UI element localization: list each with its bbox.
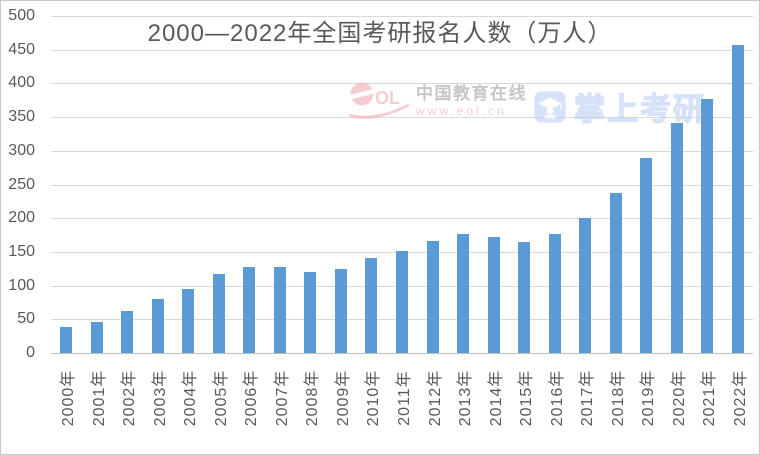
- graduation-cap-icon: [534, 91, 566, 122]
- bar-2005年: [212, 274, 225, 353]
- x-axis-line: [51, 353, 753, 354]
- x-tick-label: 2015年: [518, 369, 536, 427]
- x-tick-label: 2022年: [731, 369, 749, 427]
- x-tick-label: 2003年: [151, 369, 169, 427]
- gridline: [51, 117, 753, 119]
- eol-logo-icon: OL: [349, 82, 409, 119]
- bar-2003年: [151, 299, 164, 353]
- y-tick-label: 500: [8, 7, 35, 24]
- x-tick-label: 2000年: [60, 369, 78, 427]
- bar-2004年: [182, 289, 195, 353]
- y-tick-label: 350: [8, 108, 35, 126]
- x-tick-label: 2014年: [487, 369, 505, 427]
- bar-2022年: [731, 44, 744, 353]
- bar-2011年: [396, 251, 408, 353]
- gridline: [51, 49, 753, 51]
- x-tick-label: 2018年: [609, 369, 627, 427]
- bar-2012年: [426, 241, 439, 353]
- bar-2015年: [518, 241, 531, 353]
- plot-area: [51, 16, 753, 354]
- x-tick-label: 2004年: [182, 369, 200, 427]
- x-tick-label: 2002年: [121, 369, 139, 427]
- bar-2021年: [701, 98, 714, 353]
- gridline: [51, 150, 753, 152]
- gridline: [51, 218, 753, 220]
- bar-2019年: [640, 157, 653, 353]
- bar-2020年: [670, 123, 683, 353]
- x-tick-label: 2007年: [273, 369, 291, 427]
- x-tick-label: 2001年: [90, 369, 108, 427]
- x-tick-label: 2012年: [426, 369, 444, 427]
- y-tick-label: 300: [8, 141, 35, 159]
- eol-site-url: www.eol.cn: [416, 104, 507, 119]
- x-tick-label: 2021年: [701, 369, 719, 427]
- y-tick-label: 200: [8, 209, 35, 227]
- x-tick-label: 2005年: [212, 369, 230, 427]
- y-tick-label: 250: [8, 175, 35, 193]
- x-tick-label: 2011年: [396, 370, 413, 426]
- x-tick-label: 2019年: [640, 369, 658, 427]
- bar-2008年: [304, 272, 317, 353]
- bar-2000年: [60, 326, 73, 353]
- bar-2006年: [243, 267, 256, 353]
- watermark-zhangshang: 掌上考研: [534, 84, 706, 129]
- gridline: [51, 83, 753, 85]
- bar-2002年: [121, 310, 134, 353]
- y-tick-label: 50: [17, 310, 35, 328]
- bar-2001年: [90, 322, 103, 353]
- bar-2013年: [457, 234, 470, 353]
- x-tick-label: 2013年: [457, 369, 475, 427]
- x-tick-label: 2009年: [334, 369, 352, 427]
- x-tick-label: 2020年: [670, 369, 688, 427]
- bar-2010年: [365, 258, 378, 353]
- y-tick-label: 450: [8, 40, 35, 58]
- eol-watermark-text: 中国教育在线 www.eol.cn: [416, 83, 527, 119]
- gridline: [51, 184, 753, 186]
- bar-2007年: [273, 266, 286, 353]
- eol-site-name: 中国教育在线: [416, 83, 527, 103]
- gridline: [51, 16, 753, 17]
- bar-2017年: [579, 217, 592, 353]
- y-axis-labels: 0 50 100 150 200 250 300 350 400 450 500: [1, 7, 43, 361]
- x-tick-label: 2010年: [365, 369, 383, 427]
- x-tick-label: 2008年: [304, 369, 322, 427]
- x-tick-label: 2006年: [243, 369, 261, 427]
- bar-2014年: [487, 237, 500, 353]
- x-tick-label: 2017年: [579, 369, 597, 427]
- chart-title: 2000—2022年全国考研报名人数（万人）: [147, 20, 613, 47]
- bar-2018年: [609, 192, 622, 353]
- y-tick-label: 0: [26, 344, 35, 361]
- bar-2016年: [548, 233, 561, 353]
- zhangshang-label: 掌上考研: [573, 91, 706, 127]
- y-tick-label: 100: [8, 276, 35, 294]
- y-tick-label: 400: [8, 74, 35, 92]
- watermark-eol: OL 中国教育在线 www.eol.cn: [349, 79, 527, 123]
- x-tick-label: 2016年: [548, 369, 566, 427]
- y-tick-label: 150: [8, 242, 35, 260]
- bar-2009年: [334, 269, 347, 353]
- bars: [51, 16, 753, 353]
- x-axis-labels: 2000年 2001年 2002年 2003年 2004年 2005年 2006年 2007年…: [51, 353, 753, 453]
- svg-text:OL: OL: [375, 88, 400, 108]
